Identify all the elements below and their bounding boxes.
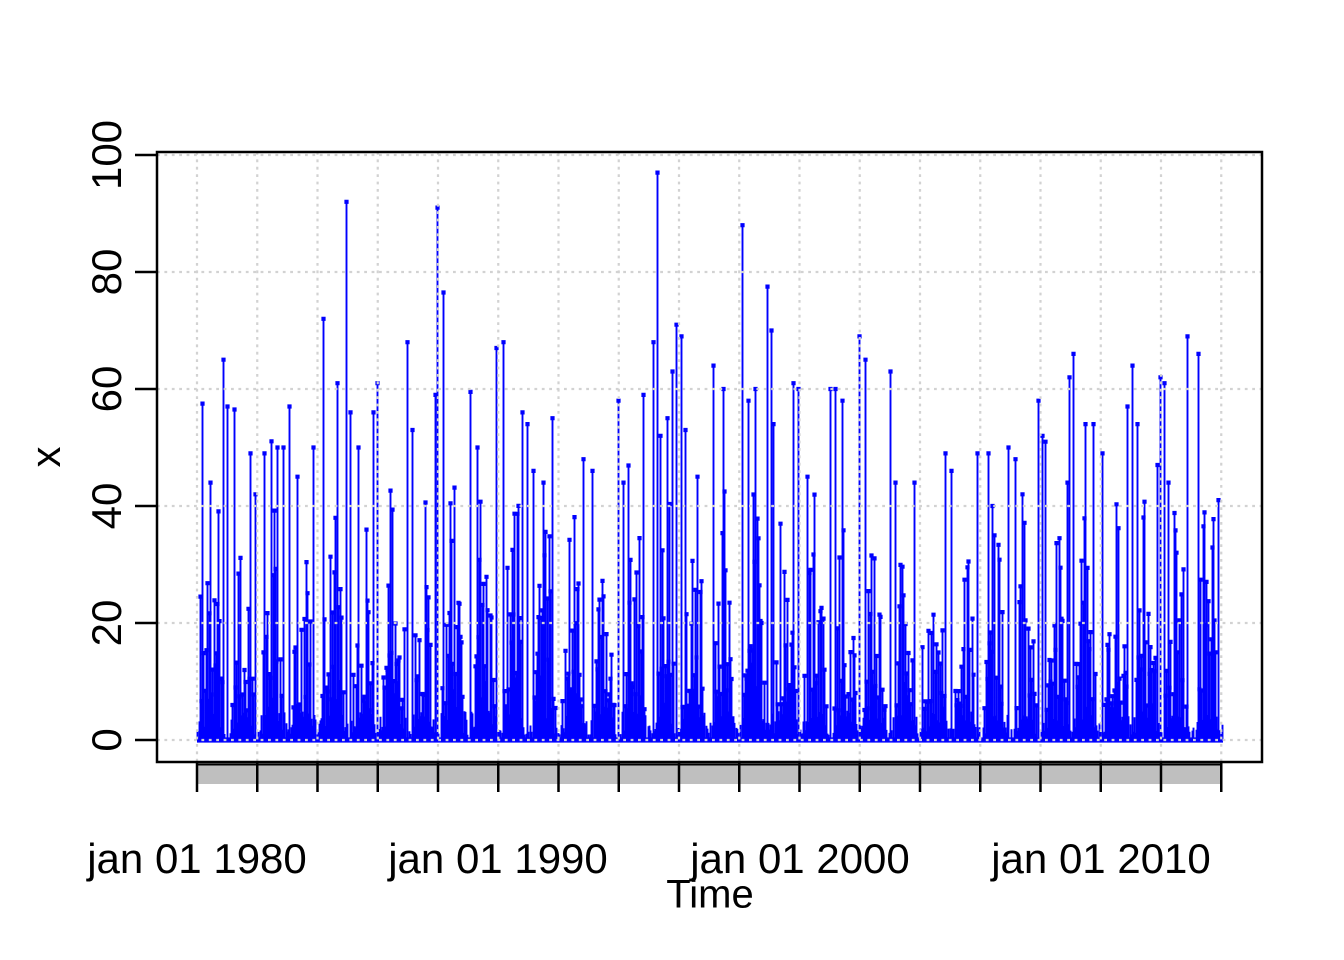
x-tick-label-1990: jan 01 1990 [388,835,608,882]
y-tick-label-40: 40 [83,482,130,530]
gridlines-layer [157,152,1262,762]
x-tick-label-2000: jan 01 2000 [690,835,910,882]
y-axis-title: x [22,446,69,468]
y-tick-label-80: 80 [83,248,130,296]
y-tick-label-60: 60 [83,365,130,413]
y-tick-label-100: 100 [83,119,130,191]
x-tick-label-2010: jan 01 2010 [991,835,1211,882]
y-tick-label-20: 20 [83,599,130,647]
x-axis-title: Time [666,872,754,917]
x-tick-label-1980: jan 01 1980 [87,835,307,882]
y-tick-label-0: 0 [83,728,130,752]
frame-layer [135,150,1264,792]
spikes-layer [196,170,1224,743]
